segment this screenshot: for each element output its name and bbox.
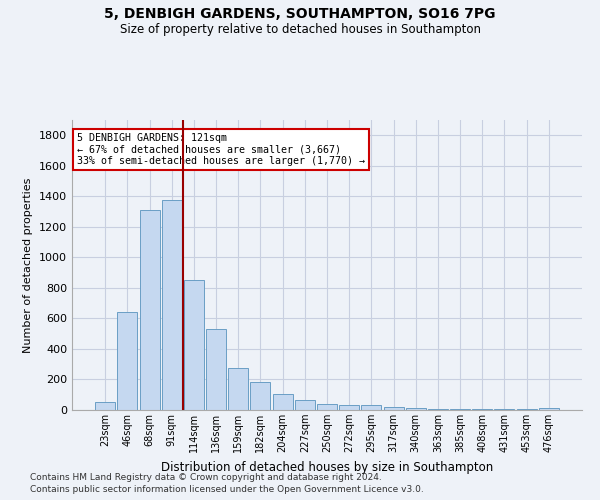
Bar [162, 200, 182, 410]
Bar [450, 409, 470, 410]
Bar [140, 210, 160, 410]
Bar [361, 406, 382, 410]
Bar [428, 409, 448, 410]
Bar [228, 368, 248, 410]
Text: Contains HM Land Registry data © Crown copyright and database right 2024.: Contains HM Land Registry data © Crown c… [30, 472, 382, 482]
Bar [295, 400, 315, 410]
Bar [339, 404, 359, 410]
Bar [206, 329, 226, 410]
Bar [472, 409, 492, 410]
Bar [272, 394, 293, 410]
Bar [95, 402, 115, 410]
Bar [539, 408, 559, 410]
Bar [118, 312, 137, 410]
Text: Contains public sector information licensed under the Open Government Licence v3: Contains public sector information licen… [30, 485, 424, 494]
X-axis label: Distribution of detached houses by size in Southampton: Distribution of detached houses by size … [161, 460, 493, 473]
Bar [406, 408, 426, 410]
Text: Size of property relative to detached houses in Southampton: Size of property relative to detached ho… [119, 22, 481, 36]
Bar [250, 382, 271, 410]
Bar [317, 404, 337, 410]
Text: 5, DENBIGH GARDENS, SOUTHAMPTON, SO16 7PG: 5, DENBIGH GARDENS, SOUTHAMPTON, SO16 7P… [104, 8, 496, 22]
Y-axis label: Number of detached properties: Number of detached properties [23, 178, 34, 352]
Bar [383, 407, 404, 410]
Bar [494, 409, 514, 410]
Bar [517, 409, 536, 410]
Text: 5 DENBIGH GARDENS: 121sqm
← 67% of detached houses are smaller (3,667)
33% of se: 5 DENBIGH GARDENS: 121sqm ← 67% of detac… [77, 133, 365, 166]
Bar [184, 280, 204, 410]
